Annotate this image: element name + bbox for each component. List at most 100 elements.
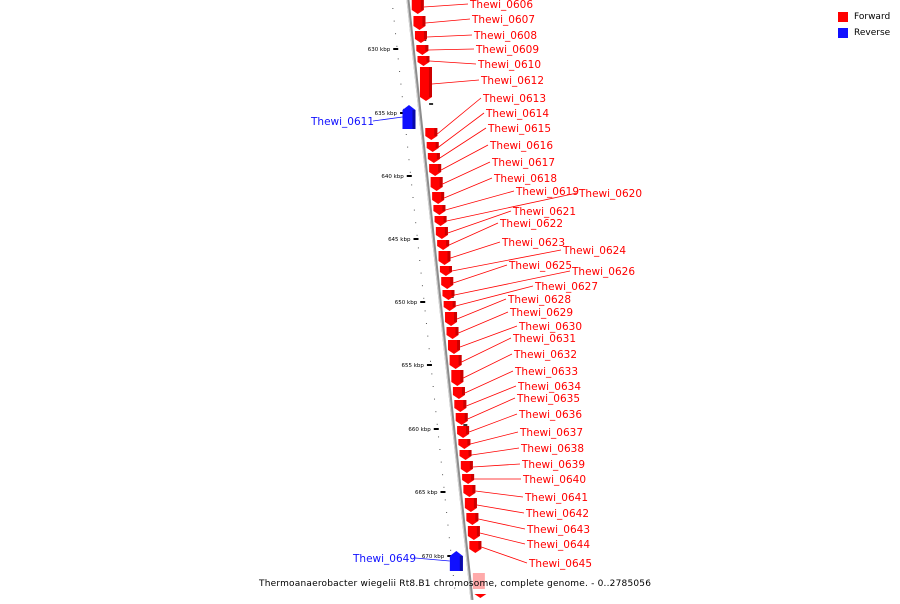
gene-label[interactable]: Thewi_0635 bbox=[516, 393, 580, 405]
gene-thewi-0625[interactable] bbox=[441, 277, 454, 289]
gene-thewi-0636[interactable] bbox=[457, 426, 470, 438]
gene-label[interactable]: Thewi_0644 bbox=[526, 539, 590, 551]
gene-glyph[interactable] bbox=[402, 105, 416, 129]
gene-thewi-0645[interactable] bbox=[469, 541, 482, 553]
gene-thewi-0620[interactable] bbox=[434, 216, 447, 226]
gene-label[interactable]: Thewi_0628 bbox=[507, 294, 571, 306]
gene-thewi-0641[interactable] bbox=[463, 485, 476, 497]
gene-thewi-0614[interactable] bbox=[426, 142, 439, 152]
gene-thewi-0622[interactable] bbox=[437, 240, 450, 250]
gene-label[interactable]: Thewi_0619 bbox=[515, 186, 579, 198]
minor-tick bbox=[440, 461, 442, 463]
gene-thewi-0627[interactable] bbox=[443, 301, 456, 311]
gene-label[interactable]: Thewi_0611 bbox=[310, 116, 374, 128]
gene-label[interactable]: Thewi_0612 bbox=[480, 75, 544, 87]
gene-thewi-0639[interactable] bbox=[460, 461, 473, 473]
gene-label[interactable]: Thewi_0607 bbox=[471, 14, 535, 26]
gene-label[interactable]: Thewi_0610 bbox=[477, 59, 541, 71]
gene-glyph-shade bbox=[468, 450, 472, 456]
gene-thewi-0630[interactable] bbox=[448, 340, 461, 354]
gene-thewi-0640[interactable] bbox=[462, 474, 475, 484]
gene-thewi-0621[interactable] bbox=[435, 227, 448, 239]
gene-label[interactable]: Thewi_0633 bbox=[514, 366, 578, 378]
gene-thewi-0613[interactable] bbox=[425, 128, 438, 140]
gene-label[interactable]: Thewi_0634 bbox=[517, 381, 581, 393]
gene-label[interactable]: Thewi_0625 bbox=[508, 260, 572, 272]
gene-thewi-0628[interactable] bbox=[445, 312, 458, 326]
gene-label[interactable]: Thewi_0613 bbox=[482, 93, 546, 105]
partial-gene-glyph bbox=[474, 594, 487, 598]
gene-label[interactable]: Thewi_0636 bbox=[518, 409, 582, 421]
gene-label[interactable]: Thewi_0630 bbox=[518, 321, 582, 333]
major-tick-label: 645 kbp bbox=[388, 237, 411, 243]
gene-thewi-0607[interactable] bbox=[413, 16, 426, 30]
gene-thewi-0635[interactable] bbox=[455, 413, 468, 425]
minor-tick bbox=[439, 449, 441, 450]
chromosome-axis-highlight bbox=[406, 0, 472, 601]
gene-label[interactable]: Thewi_0642 bbox=[525, 508, 589, 520]
gene-thewi-0610[interactable] bbox=[417, 56, 430, 66]
gene-thewi-0643[interactable] bbox=[466, 513, 479, 525]
gene-label[interactable]: Thewi_0608 bbox=[473, 30, 537, 42]
legend-swatch-forward bbox=[838, 11, 848, 22]
gene-thewi-0616[interactable] bbox=[429, 164, 442, 176]
gene-label[interactable]: Thewi_0624 bbox=[562, 245, 626, 257]
gene-label[interactable]: Thewi_0620 bbox=[578, 188, 642, 200]
gene-thewi-0638[interactable] bbox=[459, 450, 472, 460]
gene-thewi-0623[interactable] bbox=[438, 251, 451, 265]
gene-glyph[interactable] bbox=[449, 551, 463, 571]
gene-label[interactable]: Thewi_0631 bbox=[512, 333, 576, 345]
gene-label[interactable]: Thewi_0621 bbox=[512, 206, 576, 218]
gene-thewi-0632[interactable] bbox=[451, 370, 464, 386]
major-tick-label: 640 kbp bbox=[381, 174, 404, 180]
gene-label[interactable]: Thewi_0639 bbox=[521, 459, 585, 471]
gene-glyph-shade bbox=[464, 413, 468, 421]
gene-thewi-0606[interactable] bbox=[411, 0, 424, 14]
gene-thewi-0644[interactable] bbox=[467, 526, 480, 540]
gene-label[interactable]: Thewi_0614 bbox=[485, 108, 549, 120]
gene-label[interactable]: Thewi_0638 bbox=[520, 443, 584, 455]
gene-thewi-0637[interactable] bbox=[458, 439, 471, 449]
gene-thewi-0629[interactable] bbox=[446, 327, 459, 339]
gene-label[interactable]: Thewi_0627 bbox=[534, 281, 598, 293]
gene-label[interactable]: Thewi_0615 bbox=[487, 123, 551, 135]
gene-glyph-shade bbox=[438, 164, 442, 172]
gene-label[interactable]: Thewi_0626 bbox=[571, 266, 635, 278]
gene-label[interactable]: Thewi_0632 bbox=[513, 349, 577, 361]
gene-thewi-0612[interactable] bbox=[419, 67, 432, 101]
gene-leader-line bbox=[481, 546, 528, 564]
gene-label[interactable]: Thewi_0606 bbox=[469, 0, 533, 11]
gene-thewi-0649[interactable] bbox=[449, 551, 463, 571]
gene-label[interactable]: Thewi_0640 bbox=[522, 474, 586, 486]
gene-label[interactable]: Thewi_0609 bbox=[475, 44, 539, 56]
gene-leader-line bbox=[440, 144, 489, 171]
gene-thewi-0642[interactable] bbox=[464, 498, 477, 512]
gene-thewi-0609[interactable] bbox=[416, 45, 429, 55]
gene-label[interactable]: Thewi_0617 bbox=[491, 157, 555, 169]
gene-thewi-0633[interactable] bbox=[452, 387, 465, 399]
gene-thewi-0608[interactable] bbox=[414, 31, 427, 43]
gene-leader-line bbox=[446, 192, 578, 222]
gene-thewi-0615[interactable] bbox=[427, 153, 440, 163]
gene-thewi-0624[interactable] bbox=[439, 266, 452, 276]
gene-glyph-shade bbox=[447, 251, 451, 261]
gene-label[interactable]: Thewi_0643 bbox=[526, 524, 590, 536]
gene-thewi-0617[interactable] bbox=[430, 177, 443, 191]
gene-thewi-0634[interactable] bbox=[454, 400, 467, 412]
gene-label[interactable]: Thewi_0645 bbox=[528, 558, 592, 570]
gene-label[interactable]: Thewi_0622 bbox=[499, 218, 563, 230]
gene-thewi-0611[interactable] bbox=[402, 105, 416, 129]
gene-thewi-0619[interactable] bbox=[433, 205, 446, 215]
gene-label[interactable]: Thewi_0641 bbox=[524, 492, 588, 504]
gene-thewi-0631[interactable] bbox=[449, 355, 462, 369]
gene-label[interactable]: Thewi_0649 bbox=[352, 553, 416, 565]
gene-label[interactable]: Thewi_0637 bbox=[519, 427, 583, 439]
gene-thewi-0618[interactable] bbox=[432, 192, 445, 204]
gene-label[interactable]: Thewi_0616 bbox=[489, 140, 553, 152]
gene-leader-line bbox=[425, 18, 471, 24]
gene-label[interactable]: Thewi_0623 bbox=[501, 237, 565, 249]
gene-label[interactable]: Thewi_0618 bbox=[493, 173, 557, 185]
gene-glyph-shade bbox=[444, 227, 448, 235]
gene-label[interactable]: Thewi_0629 bbox=[509, 307, 573, 319]
gene-thewi-0626[interactable] bbox=[442, 290, 455, 300]
